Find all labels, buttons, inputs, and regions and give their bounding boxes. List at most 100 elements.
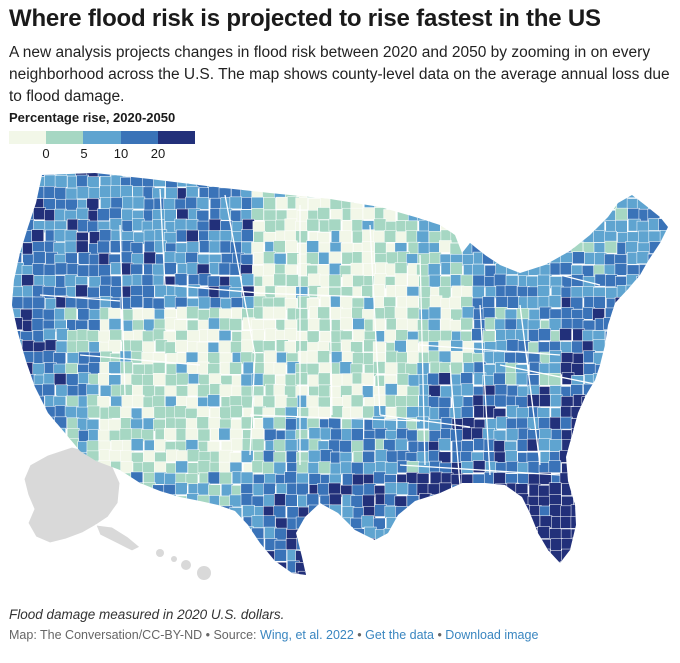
county-cell bbox=[439, 240, 452, 253]
county-cell bbox=[617, 340, 630, 353]
county-cell bbox=[604, 461, 617, 474]
county-cell bbox=[53, 373, 67, 386]
county-cell bbox=[42, 350, 56, 363]
county-cell bbox=[548, 173, 561, 176]
county-cell bbox=[438, 350, 452, 364]
county-cell bbox=[240, 373, 254, 387]
us-county-map[interactable] bbox=[0, 165, 680, 595]
county-cell bbox=[440, 506, 453, 520]
county-cell bbox=[439, 550, 452, 563]
county-cell bbox=[672, 340, 680, 352]
county-cell bbox=[329, 560, 343, 574]
county-cell bbox=[549, 416, 563, 430]
source-link[interactable]: Wing, et al. 2022 bbox=[260, 628, 354, 642]
legend-swatch-1 bbox=[46, 131, 84, 144]
county-cell bbox=[12, 286, 14, 300]
county-cell bbox=[672, 417, 680, 429]
county-cell bbox=[593, 296, 606, 309]
county-cell bbox=[636, 363, 650, 376]
county-cell bbox=[615, 219, 628, 233]
county-cell bbox=[451, 219, 465, 232]
county-cell bbox=[416, 186, 430, 199]
county-cell bbox=[671, 472, 680, 484]
county-cell bbox=[108, 418, 121, 432]
county-cell bbox=[32, 583, 44, 595]
county-cell bbox=[636, 187, 650, 200]
county-cell bbox=[231, 550, 244, 563]
county-cell bbox=[416, 197, 430, 210]
county-cell bbox=[595, 416, 608, 429]
county-cell bbox=[306, 363, 320, 376]
county-cell bbox=[661, 559, 668, 573]
county-cell bbox=[496, 584, 508, 595]
county-cell bbox=[218, 285, 232, 299]
county-cell bbox=[649, 550, 662, 563]
county-cell bbox=[560, 561, 573, 574]
county-cell bbox=[273, 362, 287, 375]
county-cell bbox=[504, 231, 518, 244]
county-cell bbox=[636, 548, 650, 561]
county-cell bbox=[220, 517, 233, 531]
county-cell bbox=[570, 516, 584, 529]
county-cell bbox=[429, 538, 442, 551]
county-cell bbox=[527, 186, 541, 199]
legend-title: Percentage rise, 2020-2050 bbox=[9, 110, 176, 125]
download-image-link[interactable]: Download image bbox=[445, 628, 539, 642]
county-cell bbox=[264, 219, 277, 233]
county-cell bbox=[188, 274, 201, 287]
county-cell bbox=[263, 197, 276, 210]
county-cell bbox=[636, 450, 650, 464]
county-cell bbox=[483, 549, 496, 563]
county-cell bbox=[23, 374, 36, 387]
county-cell bbox=[141, 407, 155, 420]
county-cell bbox=[648, 384, 662, 397]
county-cell bbox=[152, 328, 166, 342]
county-cell bbox=[275, 176, 288, 189]
county-cell bbox=[396, 537, 409, 551]
county-cell bbox=[141, 352, 154, 365]
county-cell bbox=[537, 285, 550, 298]
county-cell bbox=[197, 384, 210, 398]
county-cell bbox=[232, 582, 244, 594]
county-cell bbox=[450, 549, 464, 563]
county-cell bbox=[42, 383, 55, 397]
county-cell bbox=[671, 252, 680, 264]
county-cell bbox=[20, 429, 34, 443]
county-cell bbox=[12, 450, 25, 464]
county-cell bbox=[207, 504, 221, 518]
county-cell bbox=[286, 173, 299, 178]
county-cell bbox=[131, 482, 145, 495]
county-cell bbox=[374, 273, 387, 286]
county-cell bbox=[494, 483, 508, 497]
county-cell bbox=[614, 330, 628, 344]
county-cell bbox=[450, 361, 463, 375]
county-cell bbox=[374, 561, 388, 574]
county-cell bbox=[78, 252, 91, 265]
county-cell bbox=[21, 186, 35, 200]
county-cell bbox=[296, 460, 310, 474]
county-cell bbox=[627, 208, 640, 221]
county-cell bbox=[110, 197, 124, 210]
county-cell bbox=[394, 340, 407, 353]
county-cell bbox=[462, 573, 475, 575]
county-cell bbox=[177, 548, 190, 562]
county-cell bbox=[207, 175, 220, 189]
county-cell bbox=[110, 173, 123, 177]
county-cell bbox=[483, 174, 497, 188]
county-cell bbox=[529, 219, 542, 233]
county-cell bbox=[361, 285, 375, 298]
county-cell bbox=[176, 527, 190, 540]
county-cell bbox=[528, 584, 540, 595]
get-data-link[interactable]: Get the data bbox=[365, 628, 434, 642]
county-cell bbox=[396, 373, 410, 386]
county-cell bbox=[460, 274, 474, 288]
county-cell bbox=[306, 185, 320, 198]
county-cell bbox=[405, 230, 419, 243]
county-cell bbox=[394, 559, 408, 572]
county-cell bbox=[439, 177, 452, 190]
county-cell bbox=[218, 340, 231, 353]
county-cell bbox=[142, 374, 155, 387]
county-cell bbox=[295, 372, 308, 385]
county-cell bbox=[308, 504, 321, 518]
county-cell bbox=[264, 561, 278, 575]
